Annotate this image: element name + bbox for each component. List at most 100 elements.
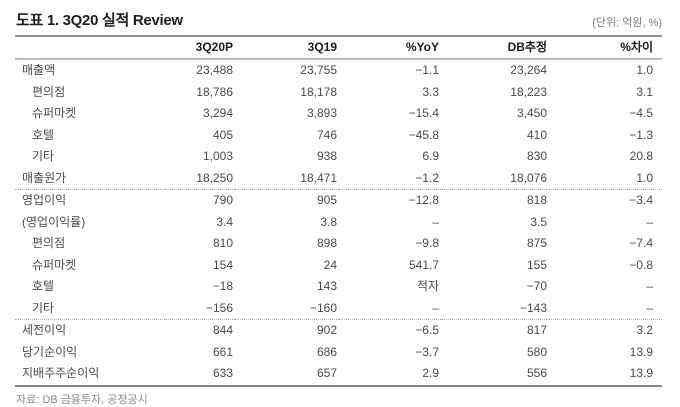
column-header-estimate: DB추정: [507, 40, 547, 54]
table-row: (영업이익률) 3.4 3.8 – 3.5 –: [15, 212, 662, 234]
cell-value: −15.4: [408, 106, 439, 120]
cell-value: 541.7: [408, 257, 439, 272]
cell-value: 13.9: [629, 366, 653, 380]
column-header-diff: %차이: [620, 40, 653, 54]
cell-value: 556: [526, 366, 547, 380]
cell-value: −12.8: [408, 193, 439, 207]
cell-value: −18: [212, 279, 233, 293]
cell-value: −1.1: [415, 63, 439, 77]
row-label: 지배주주순이익: [22, 366, 100, 380]
cell-value: −3.4: [629, 193, 653, 207]
cell-value: 661: [212, 344, 233, 359]
cell-value: 155: [526, 257, 547, 272]
cell-value: –: [646, 214, 653, 229]
cell-value: 적자: [416, 279, 439, 293]
table-row: 편의점 18,786 18,178 3.3 18,223 3.1: [15, 82, 662, 104]
table-body: 매출액 23,488 23,755 −1.1 23,264 1.0 편의점 18,786 18,…: [15, 59, 662, 386]
table-row: 매출원가 18,250 18,471 −1.2 18,076 1.0: [15, 167, 662, 190]
column-header-yoy: %YoY: [405, 40, 439, 54]
cell-value: 902: [316, 323, 337, 337]
row-label: 슈퍼마켓: [32, 257, 77, 272]
row-label: 편의점: [32, 236, 66, 250]
cell-value: 830: [526, 149, 547, 163]
figure-title: 도표 1. 3Q20 실적 Review: [16, 12, 183, 29]
source-note: 자료: DB 금융투자, 공정공시: [16, 393, 148, 406]
cell-value: 18,076: [441, 167, 549, 190]
cell-value: 657: [316, 366, 337, 380]
cell-value: 875: [526, 236, 547, 250]
cell-value: 2.9: [422, 366, 439, 380]
results-table: 3Q20P 3Q19 %YoY DB추정 %차이 매출액 23,488 23,755…: [15, 35, 662, 387]
row-label: 매출원가: [15, 167, 165, 190]
cell-value: 633: [212, 366, 233, 380]
cell-value: 810: [212, 236, 233, 250]
cell-value: 410: [526, 127, 547, 142]
cell-value: −45.8: [408, 127, 439, 142]
row-label: 편의점: [32, 84, 66, 99]
cell-value: 18,786: [196, 84, 233, 99]
cell-value: −9.8: [415, 236, 439, 250]
row-label: 영업이익: [22, 193, 67, 207]
row-label: 슈퍼마켓: [32, 106, 77, 120]
cell-value: 818: [526, 193, 547, 207]
cell-value: 938: [316, 149, 337, 163]
cell-value: −3.7: [415, 344, 439, 359]
cell-value: −160: [235, 297, 339, 320]
cell-value: −4.5: [629, 106, 653, 120]
table-row: 기타 −156 −160– −143–: [15, 297, 662, 320]
table-row: 영업이익 790 905 −12.8 818 −3.4: [15, 190, 662, 212]
cell-value: 3.3: [422, 84, 439, 99]
cell-value: −6.5: [415, 323, 439, 337]
column-header-label: [15, 36, 165, 59]
cell-value: 746: [316, 127, 337, 142]
column-header-3q20p: 3Q20P: [195, 40, 233, 54]
cell-value: 6.9: [422, 149, 439, 163]
table-header-row: 3Q20P 3Q19 %YoY DB추정 %차이: [15, 36, 662, 59]
table-row: 슈퍼마켓 3,294 3,893 −15.4 3,450 −4.5: [15, 103, 662, 125]
cell-value: −7.4: [629, 236, 653, 250]
cell-value: 3,294: [202, 106, 233, 120]
cell-value: 1.0: [549, 167, 662, 190]
cell-value: 23,488: [196, 63, 233, 77]
cell-value: 3,893: [306, 106, 337, 120]
cell-value: 686: [316, 344, 337, 359]
cell-value: 143: [316, 279, 337, 293]
table-row: 지배주주순이익 633 657 2.9 556 13.9: [15, 363, 662, 386]
row-label: 세전이익: [22, 323, 67, 337]
row-label: 기타: [32, 149, 55, 163]
row-label: 호텔: [32, 127, 55, 142]
row-label: 호텔: [32, 279, 55, 293]
cell-value: −0.8: [629, 257, 653, 272]
cell-value: –: [432, 214, 439, 229]
table-row: 매출액 23,488 23,755 −1.1 23,264 1.0: [15, 59, 662, 82]
cell-value: 13.9: [629, 344, 653, 359]
cell-value: 580: [526, 344, 547, 359]
figure-header: 도표 1. 3Q20 실적 Review (단위: 억원, %): [15, 7, 662, 35]
cell-value: 905: [316, 193, 337, 207]
cell-value: 24: [323, 257, 337, 272]
cell-value: 154: [212, 257, 233, 272]
table-row: 편의점 810 898 −9.8 875 −7.4: [15, 233, 662, 255]
row-label: 매출액: [22, 63, 56, 77]
cell-value: 844: [212, 323, 233, 337]
cell-value: −143: [441, 297, 549, 320]
table-row: 슈퍼마켓 154 24 541.7 155 −0.8: [15, 255, 662, 277]
cell-value: 23,755: [300, 63, 337, 77]
row-label: 당기순이익: [22, 344, 78, 359]
cell-value: 18,223: [510, 84, 547, 99]
cell-value: 18,178: [300, 84, 337, 99]
table-row: 기타 1,003 938 6.9 830 20.8: [15, 146, 662, 168]
cell-value: 3.2: [636, 323, 653, 337]
cell-value: 3,450: [516, 106, 547, 120]
cell-value: −1.3: [629, 127, 653, 142]
cell-value: −70: [526, 279, 547, 293]
cell-value: 23,264: [510, 63, 547, 77]
table-row: 호텔 −18 143 적자 −70 –: [15, 276, 662, 298]
cell-value: −156: [165, 297, 235, 320]
cell-value: 3.4: [216, 214, 233, 229]
cell-value: –: [646, 279, 653, 293]
cell-value: 817: [526, 323, 547, 337]
unit-note: (단위: 억원, %): [592, 17, 662, 29]
cell-value: 3.1: [636, 84, 653, 99]
table-row: 세전이익 844 902 −6.5 817 3.2: [15, 320, 662, 342]
